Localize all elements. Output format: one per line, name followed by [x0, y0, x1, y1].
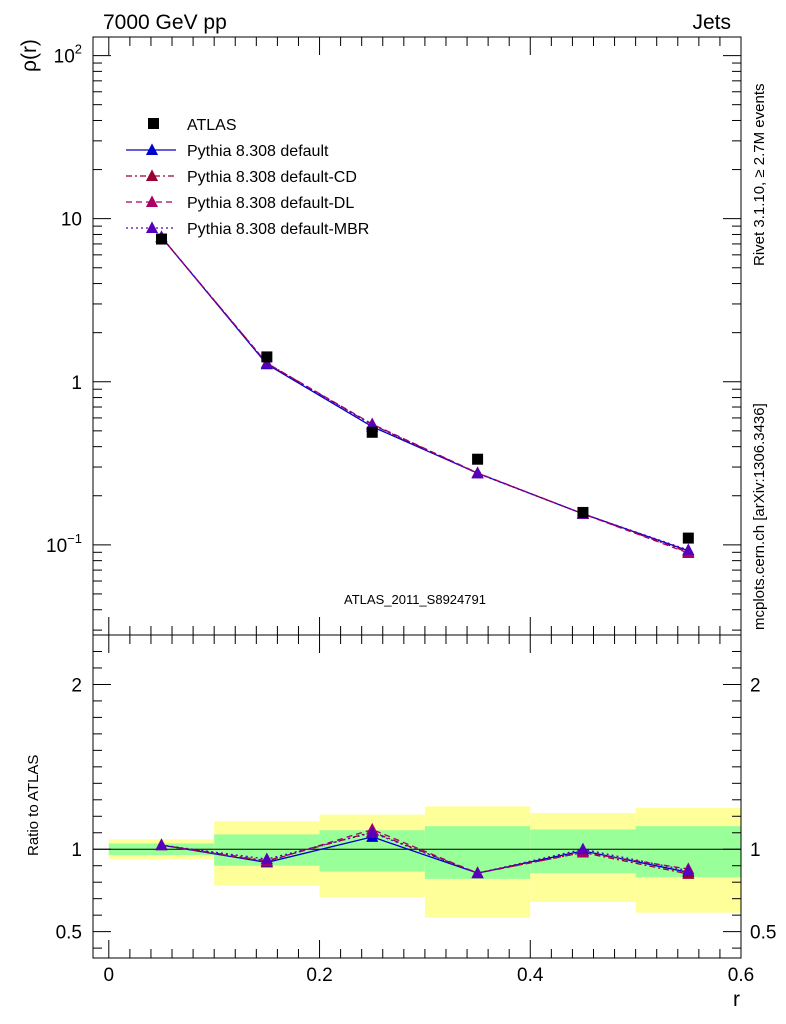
- ratio-y-tick-label: 1: [71, 840, 82, 861]
- legend-atlas-marker: [148, 118, 159, 129]
- legend-label: Pythia 8.308 default-CD: [187, 169, 357, 186]
- legend-label: Pythia 8.308 default-MBR: [187, 221, 369, 238]
- ratio-series-marker: [471, 866, 484, 879]
- atlas-data-point: [366, 426, 378, 438]
- ratio-plot-series: [155, 822, 695, 879]
- ratio-series-marker: [576, 842, 590, 855]
- ratio-series-marker: [682, 864, 695, 876]
- main-plot-series: [155, 230, 695, 559]
- ratio-series-marker: [260, 852, 273, 865]
- ratio-series-line: [161, 831, 689, 875]
- x-axis-label: r: [733, 988, 740, 1011]
- main-series-line: [160, 236, 689, 552]
- x-tick-label: 0.2: [306, 965, 332, 986]
- analysis-watermark: ATLAS_2011_S8924791: [344, 592, 486, 607]
- main-plot-frame: 10−1 1 10 102: [46, 36, 742, 636]
- atlas-data-point: [577, 506, 589, 518]
- main-series-line: [160, 236, 689, 551]
- mcplots-text: mcplots.cern.ch [arXiv:1306.3436]: [751, 403, 768, 630]
- legend-label: Pythia 8.308 default: [187, 143, 329, 160]
- atlas-data-point: [155, 233, 167, 245]
- legend-marker: [145, 195, 159, 207]
- ratio-y-tick-label-right: 1: [750, 840, 761, 861]
- ratio-y-tick-label-right: 0.5: [750, 923, 776, 944]
- ratio-y-tick-label: 0.5: [56, 923, 82, 944]
- ratio-series-line: [161, 836, 689, 874]
- main-series-line: [160, 236, 689, 553]
- legend-marker: [145, 221, 159, 233]
- main-y-tick-label: 1: [71, 373, 82, 394]
- ratio-plot-frame: 0.5 0.5 1 1 2 2 0 0.2 0.4 0.6: [56, 634, 776, 986]
- main-y-tick-label: 102: [54, 42, 82, 68]
- ratio-y-tick-label: 2: [71, 675, 82, 696]
- main-series-marker: [682, 543, 695, 555]
- x-tick-label: 0.4: [517, 965, 544, 986]
- main-y-axis-label: ρ(r): [18, 39, 41, 72]
- header-left-title: 7000 GeV pp: [103, 11, 227, 34]
- header-right-title: Jets: [692, 11, 731, 34]
- legend-label: Pythia 8.308 default-DL: [187, 195, 354, 212]
- atlas-data-point: [261, 351, 273, 363]
- main-y-tick-label: 10: [61, 210, 82, 231]
- rivet-version-text: Rivet 3.1.10, ≥ 2.7M events: [751, 84, 768, 267]
- ratio-plot-border: [92, 634, 742, 959]
- ratio-y-tick-label-right: 2: [750, 675, 761, 696]
- ratio-series-marker: [155, 838, 168, 851]
- legend: ATLAS Pythia 8.308 default Pythia 8.308 de…: [126, 117, 369, 238]
- legend-marker: [145, 143, 159, 155]
- ratio-y-axis-label: Ratio to ATLAS: [25, 755, 42, 856]
- atlas-data-point: [682, 532, 694, 544]
- legend-label: ATLAS: [187, 117, 237, 134]
- ratio-series-line: [161, 828, 689, 874]
- ratio-series-line: [161, 832, 689, 874]
- x-tick-label: 0.6: [728, 965, 754, 986]
- ratio-series-marker: [366, 826, 379, 838]
- legend-marker: [145, 169, 159, 181]
- x-tick-label: 0: [104, 965, 115, 986]
- main-y-tick-label: 10−1: [46, 531, 82, 557]
- atlas-data-point: [472, 453, 484, 465]
- main-series-marker: [471, 466, 484, 479]
- main-series-line: [160, 236, 689, 554]
- main-series-marker: [260, 357, 273, 369]
